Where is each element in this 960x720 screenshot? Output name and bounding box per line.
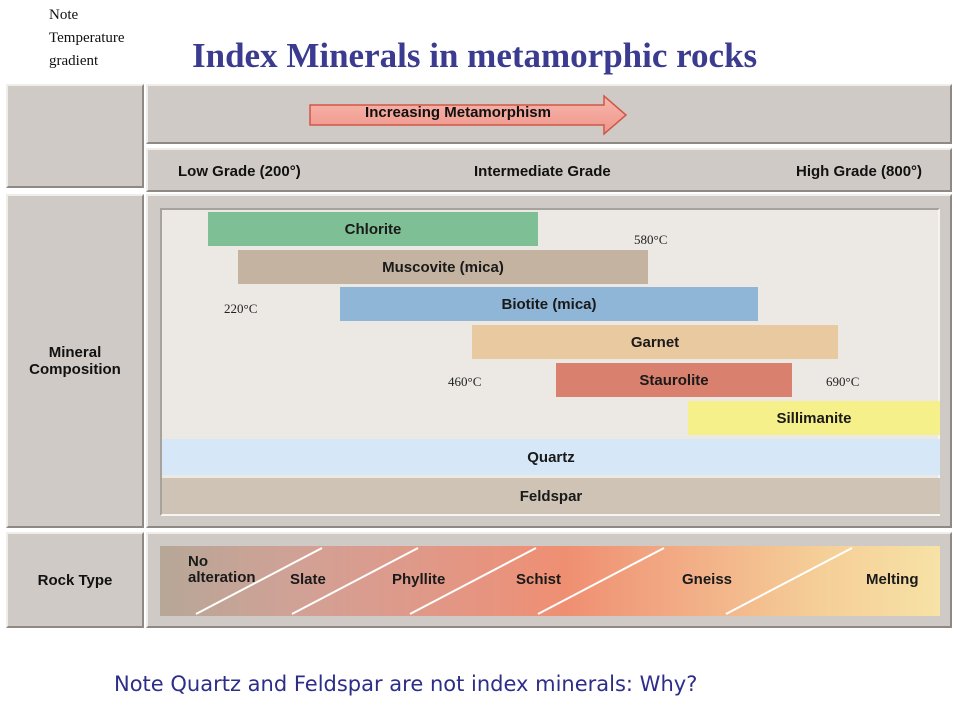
mineral-bar-muscovite: Muscovite (mica) — [238, 250, 648, 284]
footer-note: Note Quartz and Feldspar are not index m… — [114, 672, 698, 696]
left-header-blank — [6, 84, 144, 188]
note-line-3: gradient — [49, 53, 99, 69]
mineral-bar-feldspar: Feldspar — [162, 478, 940, 514]
mineral-composition-panel: Chlorite Muscovite (mica) Biotite (mica)… — [146, 194, 952, 528]
metamorphism-panel: Increasing Metamorphism — [146, 84, 952, 144]
page-title: Index Minerals in metamorphic rocks — [192, 36, 758, 75]
mineral-bar-quartz: Quartz — [162, 439, 940, 475]
rock-divider-lines — [195, 547, 853, 615]
temp-label-580: 580°C — [634, 232, 668, 247]
grade-panel: Low Grade (200°) Intermediate Grade High… — [146, 148, 952, 192]
increasing-metamorphism-arrow-icon — [309, 94, 628, 136]
high-grade-label: High Grade (800°) — [796, 163, 923, 180]
temp-label-460: 460°C — [448, 374, 482, 389]
rock-type-panel: No alteration Slate Phyllite Schist Gnei… — [146, 532, 952, 628]
mineral-bar-biotite: Biotite (mica) — [340, 287, 758, 321]
temp-label-690: 690°C — [826, 374, 860, 389]
rock-type-row-label: Rock Type — [6, 532, 144, 628]
rock-schist: Schist — [516, 571, 562, 588]
rock-slate: Slate — [290, 571, 326, 588]
temperature-gradient-note: Note Temperature gradient — [49, 4, 159, 73]
note-line-2: Temperature — [49, 30, 125, 46]
mineral-bar-staurolite: Staurolite — [556, 363, 792, 397]
mineral-composition-row-label: Mineral Composition — [6, 194, 144, 528]
rock-no-alteration: No alteration — [188, 553, 256, 586]
mineral-bar-garnet: Garnet — [472, 325, 838, 359]
note-line-1: Note — [49, 7, 79, 23]
rock-gneiss: Gneiss — [682, 571, 733, 588]
rock-type-label: Rock Type — [37, 571, 113, 589]
increasing-metamorphism-label: Increasing Metamorphism — [365, 104, 551, 121]
mineral-bar-chlorite: Chlorite — [208, 212, 538, 246]
mineral-chart-area: Chlorite Muscovite (mica) Biotite (mica)… — [160, 208, 940, 516]
low-grade-label: Low Grade (200°) — [178, 163, 301, 180]
intermediate-grade-label: Intermediate Grade — [474, 163, 611, 180]
temp-label-220: 220°C — [224, 301, 258, 316]
rock-type-gradient-band: No alteration Slate Phyllite Schist Gnei… — [160, 546, 940, 616]
rock-melting: Melting — [866, 571, 919, 588]
mineral-bar-sillimanite: Sillimanite — [688, 401, 940, 435]
rock-phyllite: Phyllite — [392, 571, 446, 588]
mineral-label-line-1: Mineral — [48, 344, 102, 361]
mineral-label-line-2: Composition — [29, 361, 121, 378]
